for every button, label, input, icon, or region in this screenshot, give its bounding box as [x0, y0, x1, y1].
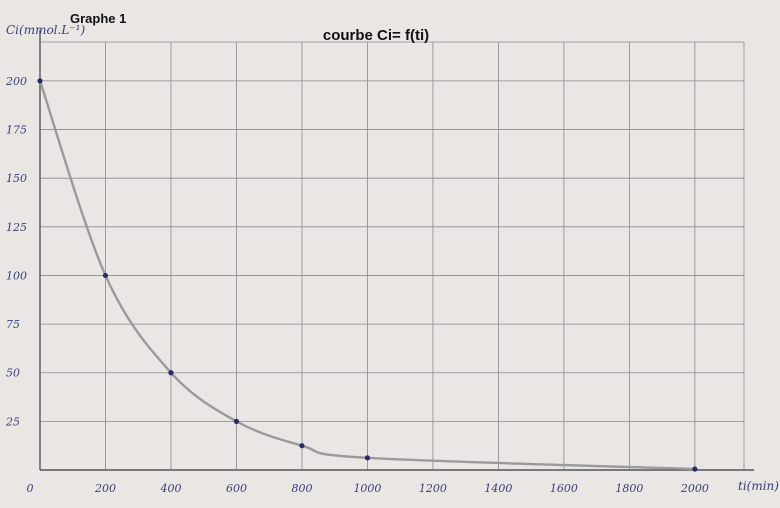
data-point — [299, 443, 305, 449]
data-point — [102, 272, 109, 279]
x-tick-label: 600 — [226, 482, 247, 495]
tick-labels: 0 200 400 600 800 1000 1200 1400 1600 1800 2000 200… — [5, 75, 709, 495]
data-point — [37, 78, 43, 84]
x-tick-label: 1800 — [615, 482, 643, 495]
y-tick-label: 100 — [6, 269, 27, 282]
series-line — [38, 79, 697, 471]
y-tick-label: 175 — [6, 124, 27, 137]
data-point — [364, 455, 371, 461]
y-tick-label: 125 — [6, 221, 27, 234]
x-tick-label: 2000 — [680, 482, 709, 495]
x-tick-label: 200 — [94, 482, 116, 495]
data-point — [233, 418, 240, 424]
x-tick-label: 1000 — [353, 482, 381, 495]
y-tick-label: 200 — [5, 75, 27, 88]
y-tick-label: 150 — [6, 172, 27, 185]
y-axis-label: Ci(mmol.L⁻¹) — [6, 23, 85, 37]
data-point — [168, 370, 174, 376]
series-line-path — [38, 79, 697, 471]
x-tick-label: 1400 — [484, 482, 512, 495]
grid — [39, 41, 745, 470]
chart-title: courbe Ci= f(ti) — [323, 27, 429, 44]
axes — [39, 30, 754, 471]
y-tick-label: 75 — [6, 318, 20, 331]
y-tick-label: 25 — [5, 415, 20, 428]
graph-label: Graphe 1 — [70, 11, 126, 26]
x-tick-label: 1600 — [550, 482, 578, 495]
data-points — [37, 78, 698, 472]
x-tick-label: 400 — [159, 482, 181, 495]
x-tick-label: 1200 — [419, 482, 447, 495]
y-tick-label: 50 — [6, 367, 20, 380]
data-point — [692, 466, 698, 472]
x-axis-label: ti(min) — [738, 479, 779, 493]
x-tick-label: 0 — [27, 482, 34, 495]
x-tick-label: 800 — [291, 482, 312, 495]
